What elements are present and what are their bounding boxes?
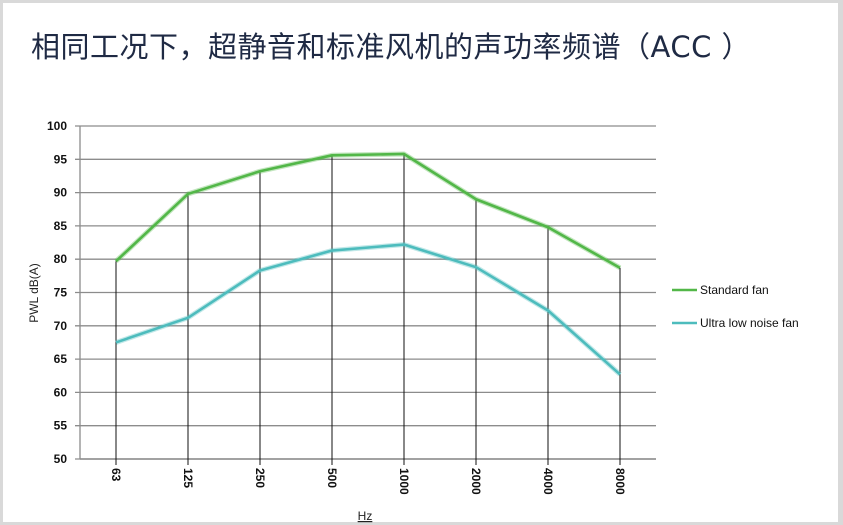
y-tick-label: 55 <box>54 419 68 433</box>
y-tick-label: 60 <box>54 385 68 399</box>
legend-label: Standard fan <box>700 283 769 297</box>
y-tick-label: 75 <box>54 286 68 300</box>
x-tick-label: 125 <box>181 468 195 488</box>
legend-label: Ultra low noise fan <box>700 316 799 330</box>
series-line <box>115 243 621 376</box>
y-tick-label: 65 <box>54 352 68 366</box>
gridlines <box>75 125 656 460</box>
category-drop-lines <box>115 153 621 465</box>
x-tick-label: 8000 <box>613 468 627 495</box>
y-tick-label: 70 <box>54 319 68 333</box>
series-glow <box>114 151 622 271</box>
y-axis-ticks: 50 55 60 65 70 75 80 85 90 95 100 <box>47 119 67 466</box>
x-tick-label: 1000 <box>397 468 411 495</box>
series-line <box>115 152 621 269</box>
x-tick-label: 63 <box>109 468 123 482</box>
y-tick-label: 85 <box>54 219 68 233</box>
y-tick-label: 90 <box>54 186 68 200</box>
x-tick-label: 2000 <box>469 468 483 495</box>
y-tick-label: 80 <box>54 252 68 266</box>
chart-title: 相同工况下，超静音和标准风机的声功率频谱（ACC ） <box>31 30 752 64</box>
x-tick-label: 500 <box>325 468 339 488</box>
slide <box>3 3 838 522</box>
y-tick-label: 50 <box>54 452 68 466</box>
x-tick-label: 4000 <box>541 468 555 495</box>
y-tick-label: 95 <box>54 152 68 166</box>
legend: Standard fan Ultra low noise fan <box>672 283 799 330</box>
x-axis-ticks: 63 125 250 500 1000 2000 4000 8000 <box>109 468 627 495</box>
y-axis-title: PWL dB(A) <box>27 263 41 323</box>
y-tick-label: 100 <box>47 119 67 133</box>
series-lines <box>114 151 622 377</box>
x-tick-label: 250 <box>253 468 267 488</box>
x-axis-title: Hz <box>358 509 373 523</box>
